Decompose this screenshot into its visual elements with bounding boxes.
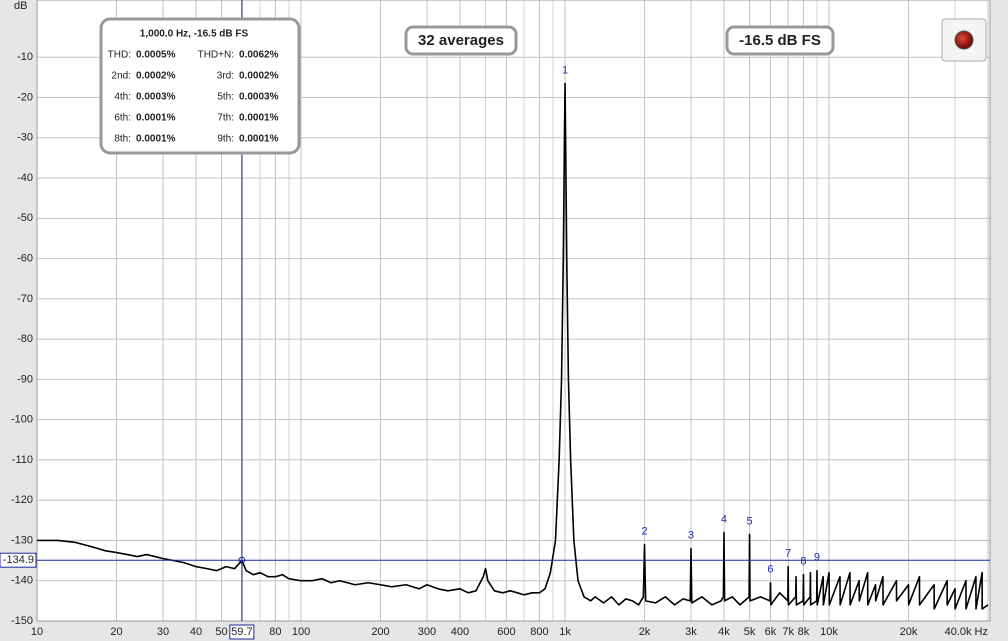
stat-label: 9th: [217, 134, 234, 145]
averages-badge: 32 averages [418, 32, 504, 49]
info-title: 1,000.0 Hz, -16.5 dB FS [140, 29, 249, 40]
y-tick-label: -120 [11, 494, 33, 506]
stat-value: 0.0001% [136, 113, 176, 124]
x-tick-label: 3k [685, 626, 697, 638]
stat-value: 0.0005% [136, 50, 176, 61]
y-tick-label: -130 [11, 534, 33, 546]
plot-border [36, 0, 991, 622]
stat-value: 0.0001% [136, 134, 176, 145]
stat-value: 0.0003% [136, 92, 176, 103]
peak-label: 7 [785, 548, 791, 560]
y-tick-label: -70 [17, 293, 33, 305]
stat-value: 0.0002% [239, 71, 279, 82]
x-tick-label: 800 [530, 626, 548, 638]
y-tick-label: -60 [17, 253, 33, 265]
y-tick-label: -100 [11, 414, 33, 426]
stat-label: THD+N: [198, 50, 234, 61]
peak-label: 5 [747, 515, 753, 527]
stat-label: 3rd: [217, 71, 234, 82]
y-tick-label: -140 [11, 575, 33, 587]
x-tick-label: 600 [497, 626, 515, 638]
x-tick-label: 20k [900, 626, 918, 638]
stat-label: 7th: [217, 113, 234, 124]
stat-value: 0.0001% [239, 113, 279, 124]
x-tick-label: 7k [782, 626, 794, 638]
x-tick-label: 100 [292, 626, 310, 638]
peak-label: 9 [814, 552, 820, 564]
stat-label: 5th: [217, 92, 234, 103]
stat-value: 0.0003% [239, 92, 279, 103]
stat-value: 0.0001% [239, 134, 279, 145]
info-box-frame [99, 17, 301, 155]
cursor-x-label: 59.7 [231, 626, 252, 638]
y-axis-label: dB [14, 0, 27, 12]
x-tick-label: 10k [820, 626, 838, 638]
y-tick-label: -40 [17, 172, 33, 184]
stat-label: THD: [108, 50, 131, 61]
x-tick-label: 6k [765, 626, 777, 638]
stat-label: 4th: [114, 92, 131, 103]
x-tick-label: 40 [190, 626, 202, 638]
x-tick-label: 40.0k Hz [945, 626, 988, 638]
peak-label: 2 [641, 525, 647, 537]
y-tick-label: -90 [17, 373, 33, 385]
x-tick-label: 20 [110, 626, 122, 638]
y-tick-label: -10 [17, 51, 33, 63]
x-tick-label: 30 [157, 626, 169, 638]
peak-label: 8 [800, 556, 806, 568]
y-tick-label: -30 [17, 132, 33, 144]
cursor-point [238, 556, 246, 564]
badge-frame [404, 25, 518, 56]
peak-label: 3 [688, 529, 694, 541]
x-tick-label: 10 [31, 626, 43, 638]
x-tick-label: 2k [639, 626, 651, 638]
x-tick-label: 4k [718, 626, 730, 638]
cursor-x-box [229, 624, 255, 640]
y-tick-label: -50 [17, 212, 33, 224]
peak-label: 6 [767, 564, 773, 576]
stat-value: 0.0062% [239, 50, 279, 61]
y-tick-label: -20 [17, 91, 33, 103]
x-tick-label: 400 [451, 626, 469, 638]
badge-frame [725, 25, 835, 56]
stat-value: 0.0002% [136, 71, 176, 82]
cursor-y-box [0, 552, 37, 568]
x-tick-label: 1k [559, 626, 571, 638]
x-tick-label: 200 [371, 626, 389, 638]
stat-label: 2nd: [112, 71, 131, 82]
stat-label: 6th: [114, 113, 131, 124]
stat-label: 8th: [114, 134, 131, 145]
record-icon[interactable] [954, 30, 974, 50]
x-tick-label: 300 [418, 626, 436, 638]
y-tick-label: -150 [11, 615, 33, 627]
peak-label: 4 [721, 513, 727, 525]
y-tick-label: -110 [12, 454, 33, 466]
level-badge: -16.5 dB FS [739, 32, 821, 49]
info-box: 1,000.0 Hz, -16.5 dB FS THD: 0.0005% THD+N… [99, 17, 301, 155]
cursor-y-label: -134.9 [3, 554, 34, 566]
spectrum-line [37, 82, 989, 610]
x-tick-label: 80 [269, 626, 281, 638]
peak-label: 1 [562, 64, 568, 76]
y-tick-label: -80 [17, 333, 33, 345]
x-tick-label: 5k [744, 626, 756, 638]
x-tick-label: 50 [215, 626, 227, 638]
x-tick-label: 8k [798, 626, 810, 638]
